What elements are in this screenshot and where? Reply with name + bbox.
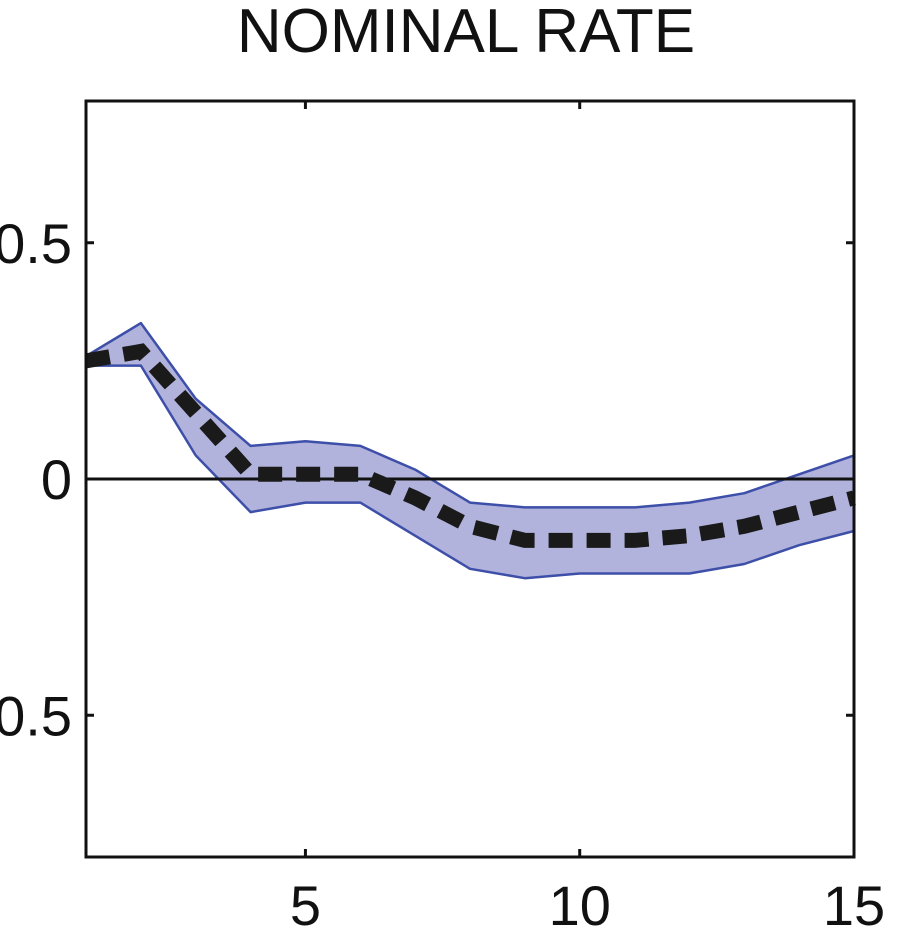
chart-title: NOMINAL RATE <box>237 0 695 66</box>
x-tick-label: 5 <box>290 874 321 935</box>
y-tick-label: 0 <box>41 448 72 511</box>
tick-label-layer: 5 10 15 0.5 0 0.5 <box>0 212 885 937</box>
y-tick-label: 0.5 <box>0 212 72 275</box>
x-tick-label: 10 <box>549 874 611 935</box>
confidence-band <box>84 321 856 580</box>
tick-layer <box>86 101 856 857</box>
series-line-0 <box>84 343 856 548</box>
x-tick-label: 15 <box>823 874 885 935</box>
confidence-band-layer <box>84 321 856 580</box>
y-tick-label: 0.5 <box>0 684 72 747</box>
series-line-layer <box>84 343 856 548</box>
